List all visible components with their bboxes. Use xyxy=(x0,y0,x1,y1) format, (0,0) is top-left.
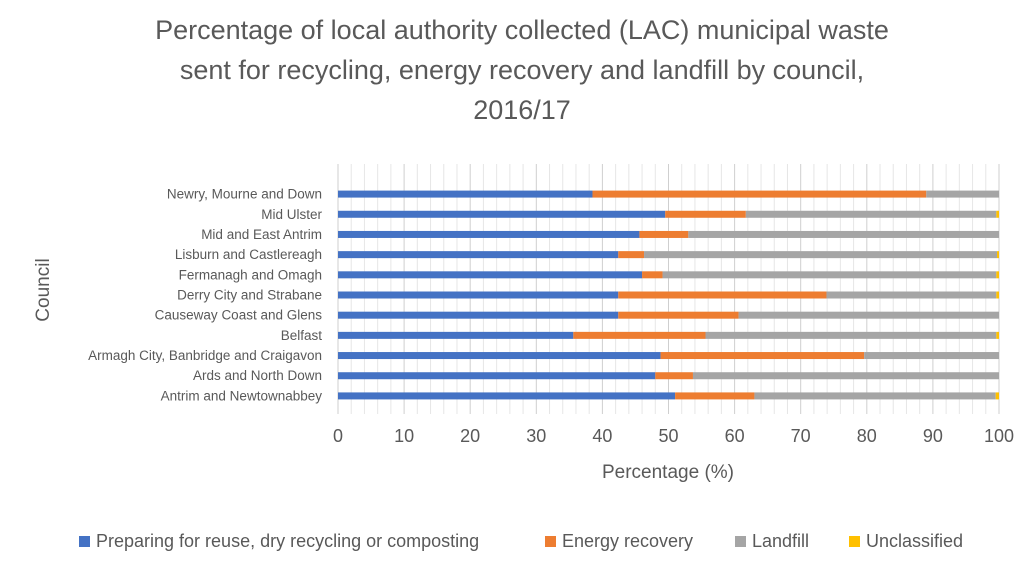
bar-segment-landfill xyxy=(644,251,998,259)
bar-segment-energy xyxy=(592,190,927,198)
bar-segment-energy xyxy=(655,372,693,380)
category-label: Fermanagh and Omagh xyxy=(179,267,322,282)
x-tick-label: 70 xyxy=(791,426,811,446)
legend-item-landfill: Landfill xyxy=(735,531,809,552)
legend-item-energy: Energy recovery xyxy=(545,531,693,552)
bar-segment-energy xyxy=(665,210,746,218)
category-label: Lisburn and Castlereagh xyxy=(175,247,322,262)
category-labels: Newry, Mourne and Down Mid Ulster Mid and … xyxy=(88,187,322,404)
bar-segment-reuse xyxy=(338,331,574,339)
bar-segment-energy xyxy=(639,230,689,238)
legend-swatch-energy xyxy=(545,536,556,547)
bar-segment-reuse xyxy=(338,190,593,198)
x-tick-label: 20 xyxy=(460,426,480,446)
bar-segment-energy xyxy=(618,251,645,259)
bar-segment-unclassified xyxy=(997,251,999,259)
bar-segment-landfill xyxy=(745,210,997,218)
chart-title-line-3: 2016/17 xyxy=(473,95,571,125)
category-label: Newry, Mourne and Down xyxy=(167,187,322,202)
chart-title-line-2: sent for recycling, energy recovery and … xyxy=(179,55,865,85)
bar-segment-energy xyxy=(618,311,739,319)
category-label: Derry City and Strabane xyxy=(177,288,322,303)
legend-label-reuse: Preparing for reuse, dry recycling or co… xyxy=(96,531,480,551)
bar-segment-landfill xyxy=(705,331,997,339)
category-label: Antrim and Newtownabbey xyxy=(161,388,323,403)
bar-segment-unclassified xyxy=(996,291,999,299)
bars xyxy=(338,190,999,400)
bar-segment-energy xyxy=(675,392,755,400)
legend-label-unclassified: Unclassified xyxy=(866,531,964,551)
bar-segment-landfill xyxy=(692,372,999,380)
legend-swatch-landfill xyxy=(735,536,746,547)
bar-segment-landfill xyxy=(738,311,999,319)
chart-title: Percentage of local authority collected … xyxy=(62,10,982,130)
bar-segment-reuse xyxy=(338,291,619,299)
y-axis-label: Council xyxy=(33,258,54,321)
legend: Preparing for reuse, dry recycling or co… xyxy=(0,531,1024,555)
category-label: Causeway Coast and Glens xyxy=(155,308,323,323)
legend-label-energy: Energy recovery xyxy=(562,531,694,551)
bar-segment-unclassified xyxy=(996,271,999,279)
bar-segment-landfill xyxy=(864,352,999,360)
bar-segment-landfill xyxy=(926,190,999,198)
bar-segment-reuse xyxy=(338,251,619,259)
bar-segment-landfill xyxy=(826,291,997,299)
bar-segment-landfill xyxy=(754,392,996,400)
x-tick-label: 30 xyxy=(526,426,546,446)
legend-label-landfill: Landfill xyxy=(752,531,810,551)
bar-segment-energy xyxy=(660,352,865,360)
category-label: Armagh City, Banbridge and Craigavon xyxy=(88,348,322,363)
bar-segment-unclassified xyxy=(996,331,999,339)
x-tick-label: 60 xyxy=(725,426,745,446)
x-tick-label: 0 xyxy=(333,426,343,446)
legend-item-reuse: Preparing for reuse, dry recycling or co… xyxy=(79,531,479,552)
bar-segment-energy xyxy=(573,331,706,339)
bar-segment-landfill xyxy=(662,271,997,279)
x-tick-label: 80 xyxy=(857,426,877,446)
bar-segment-reuse xyxy=(338,311,619,319)
legend-item-unclassified: Unclassified xyxy=(849,531,963,552)
legend-swatch-unclassified xyxy=(849,536,860,547)
category-label: Mid Ulster xyxy=(261,207,322,222)
x-tick-labels: 0 10 20 30 40 50 60 70 80 90 100 xyxy=(333,426,1014,446)
bar-segment-reuse xyxy=(338,352,661,360)
bar-segment-reuse xyxy=(338,210,666,218)
x-axis-label: Percentage (%) xyxy=(602,462,734,483)
bar-segment-energy xyxy=(618,291,827,299)
category-label: Mid and East Antrim xyxy=(201,227,322,242)
bar-segment-reuse xyxy=(338,372,656,380)
bar-segment-unclassified xyxy=(996,210,999,218)
x-tick-label: 10 xyxy=(394,426,414,446)
category-label: Ards and North Down xyxy=(193,368,322,383)
bar-segment-energy xyxy=(642,271,663,279)
bar-segment-landfill xyxy=(688,230,999,238)
bar-segment-reuse xyxy=(338,230,640,238)
category-label: Belfast xyxy=(281,328,323,343)
legend-swatch-reuse xyxy=(79,536,90,547)
x-tick-label: 90 xyxy=(923,426,943,446)
x-tick-label: 40 xyxy=(592,426,612,446)
x-tick-label: 100 xyxy=(984,426,1014,446)
bar-segment-reuse xyxy=(338,392,676,400)
bar-segment-reuse xyxy=(338,271,643,279)
bar-segment-unclassified xyxy=(995,392,999,400)
chart-title-line-1: Percentage of local authority collected … xyxy=(155,15,889,45)
x-tick-label: 50 xyxy=(658,426,678,446)
